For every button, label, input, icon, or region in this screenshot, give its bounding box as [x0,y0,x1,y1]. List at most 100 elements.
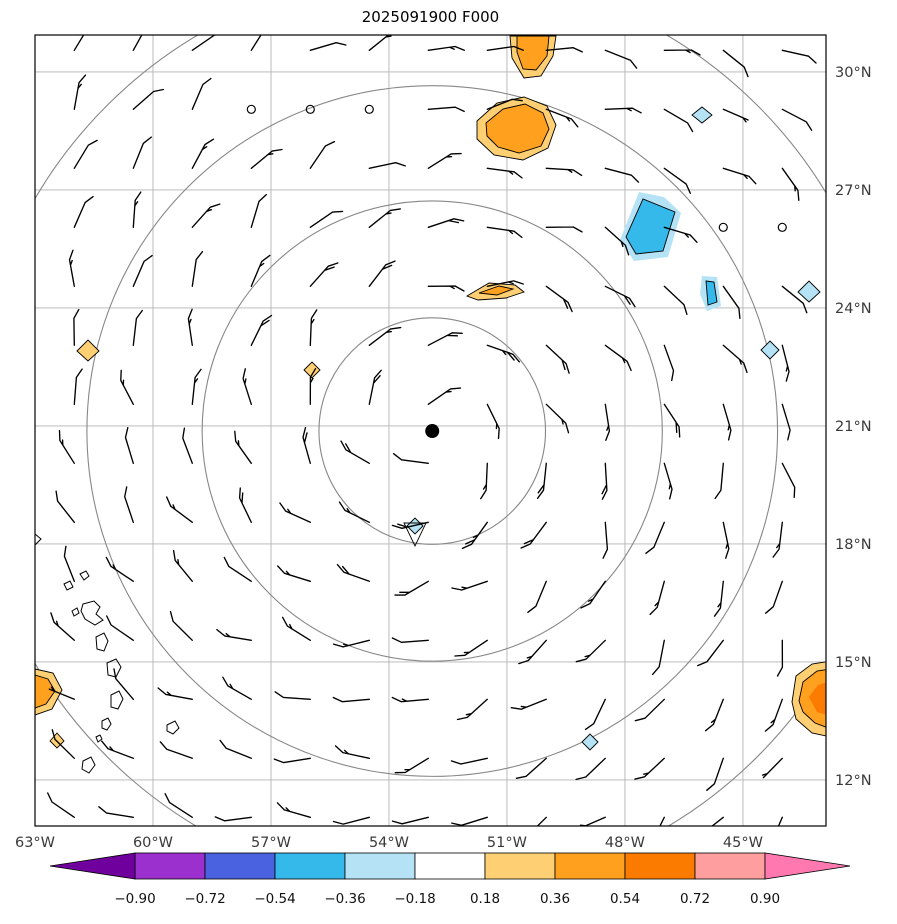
wind-barb [486,280,524,287]
wind-barb [98,806,134,818]
wind-barb [536,462,547,499]
y-tick-label: 15°N [835,655,872,671]
map-layers [35,35,826,826]
wind-barb [714,462,724,500]
wind-barb [73,139,98,169]
wind-barb [765,580,783,614]
wind-barb [461,521,488,550]
wind-barb [166,496,193,523]
wind-barb [604,107,642,114]
wind-barb [486,403,500,440]
colorbar-segment [554,852,626,880]
wind-barb [394,580,429,596]
wind-barb [73,195,94,228]
wind-barb [132,136,152,169]
wind-barb [427,387,462,405]
wind-barb [219,739,252,759]
wind-barb [697,639,724,667]
wind-barb [781,462,796,498]
wind-barb [602,521,609,559]
wind-barb [510,698,547,710]
colorbar-tick-label: −0.54 [254,891,295,907]
wind-barb [486,45,524,51]
wind-barb [545,47,583,53]
colorbar-left-arrow [49,852,136,880]
calm-wind-circle [305,104,315,114]
wind-barb [336,563,370,582]
wind-barb [187,308,193,346]
colorbar-tick-label: −0.18 [394,891,435,907]
wind-barb [761,757,783,779]
anomaly-blob-26n-neg-core [625,198,676,255]
anomaly-diamond-right-24n [797,280,821,303]
wind-barb [392,453,429,464]
wind-barb [281,616,311,641]
wind-barb [777,816,783,826]
calm-wind-circle [364,104,374,114]
wind-barb [545,344,570,374]
wind-barb [58,429,75,464]
wind-barb [309,210,344,228]
wind-barb [157,687,193,700]
wind-barb [427,45,465,51]
anomaly-diamond-22n [303,361,321,379]
colorbar-tick-label: 0.18 [470,891,500,907]
wind-barb [191,35,223,51]
colorbar-segment [344,852,416,880]
wind-barb [124,486,134,523]
anomaly-blob-right-14n-core [809,682,826,715]
wind-barb [651,639,665,676]
colorbar-segment [484,852,556,880]
wind-barb [132,35,143,51]
wind-barb [649,580,665,616]
grid-lines [34,35,826,826]
wind-barb [250,193,267,228]
wind-barb [486,344,520,363]
wind-barb [250,148,283,169]
wind-barb [634,698,665,722]
wind-barb [450,757,488,765]
y-tick-label: 18°N [835,537,872,553]
wind-barb [545,285,573,313]
wind-barb [706,757,724,791]
anomaly-patch-24n-neg-core [705,280,718,306]
wind-barb [427,332,463,346]
wind-barb [124,427,134,464]
wind-barb [427,218,465,228]
wind-barb [55,490,75,523]
colorbar-tick-label: 0.72 [680,891,710,907]
wind-barb [68,249,75,287]
calm-wind-circle [777,222,787,232]
wind-barb [486,226,523,239]
wind-barb [368,208,401,228]
wind-barb [73,368,83,405]
wind-barb [604,285,636,308]
anomaly-diamond-right-23n [760,340,780,360]
x-tick-label: 45°W [723,835,763,851]
colorbar-segment [274,852,346,880]
wind-barb [427,106,465,113]
wind-barb [47,792,75,818]
wind-barb [332,816,370,825]
wind-barb [309,309,318,346]
wind-barb [48,686,75,700]
wind-barb [309,140,336,169]
wind-barb [604,344,632,372]
wind-barb [250,254,271,287]
wind-barb [515,757,547,779]
wind-barb [634,757,665,780]
wind-barb [604,49,638,69]
coastlines [35,533,180,774]
wind-barb [486,167,523,179]
wind-barb [159,741,193,759]
wind-barb [456,698,488,721]
wind-barb [132,191,142,228]
wind-barb [391,816,429,825]
wind-barb [604,403,611,441]
wind-barb [772,521,783,558]
calm-wind-circle [246,104,256,114]
shaded-anomalies [35,35,826,751]
wind-barb [191,138,215,169]
wind-barb [338,501,370,523]
